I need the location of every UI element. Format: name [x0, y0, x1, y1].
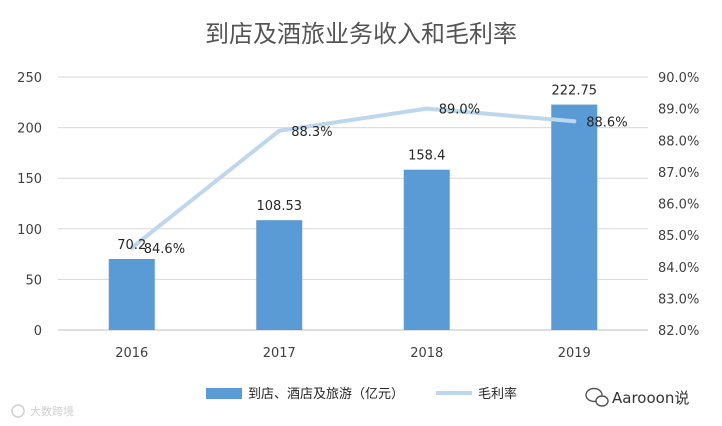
margin-value-label: 88.3%	[291, 125, 332, 140]
y-left-tick-label: 50	[25, 273, 42, 288]
line-point	[129, 245, 134, 250]
line-series	[129, 106, 577, 250]
watermark-left-text: 大数跨境	[30, 404, 74, 418]
x-tick-label: 2017	[263, 346, 296, 361]
legend-bar-swatch	[206, 388, 242, 399]
bar-value-label: 222.75	[552, 84, 598, 99]
bar	[551, 104, 598, 331]
margin-line	[129, 106, 577, 250]
x-tick-label: 2019	[558, 346, 591, 361]
y-right-tick-label: 88.0%	[658, 134, 699, 149]
x-tick-label: 2018	[410, 346, 443, 361]
bar-series	[108, 104, 598, 331]
y-left-tick-label: 250	[17, 71, 42, 86]
x-tick-label: 2016	[115, 346, 148, 361]
data-labels: 70.2 108.53 158.4 222.75 84.6% 88.3% 89.0% 88.6…	[117, 84, 627, 257]
bar	[256, 220, 303, 330]
y-right-tick-label: 82.0%	[658, 324, 699, 339]
y-left-tick-label: 0	[34, 324, 42, 339]
watermark-right-text: Aarooon说	[612, 389, 689, 407]
y-left-tick-label: 150	[17, 172, 42, 187]
left-axis: 0 50 100 150 200 250	[17, 71, 42, 339]
y-right-tick-label: 85.0%	[658, 229, 699, 244]
line-point	[572, 119, 577, 124]
right-axis: 82.0% 83.0% 84.0% 85.0% 86.0% 87.0% 88.0% 89.0%…	[658, 71, 699, 339]
x-axis: 2016 2017 2018 2019	[115, 346, 591, 361]
line-point	[277, 128, 282, 133]
y-right-tick-label: 87.0%	[658, 166, 699, 181]
bar-value-label: 108.53	[257, 199, 303, 214]
y-right-tick-label: 83.0%	[658, 292, 699, 307]
y-right-tick-label: 84.0%	[658, 261, 699, 276]
watermark-logo-icon	[11, 404, 25, 418]
line-point	[424, 106, 429, 111]
margin-value-label: 88.6%	[586, 115, 627, 130]
margin-value-label: 89.0%	[439, 103, 480, 118]
margin-value-label: 84.6%	[144, 242, 185, 257]
watermark-left: 大数跨境	[11, 404, 74, 418]
bar	[108, 258, 155, 330]
y-right-tick-label: 90.0%	[658, 71, 699, 86]
y-right-tick-label: 89.0%	[658, 103, 699, 118]
legend-bar-label: 到店、酒店及旅游（亿元）	[248, 387, 404, 402]
chart-title: 到店及酒旅业务收入和毛利率	[205, 20, 517, 48]
bar-value-label: 158.4	[408, 149, 445, 164]
bar	[403, 169, 450, 330]
legend: 到店、酒店及旅游（亿元） 毛利率	[206, 386, 517, 402]
y-right-tick-label: 86.0%	[658, 198, 699, 213]
y-left-tick-label: 100	[17, 223, 42, 238]
legend-line-label: 毛利率	[478, 386, 517, 402]
bar-value-label: 70.2	[117, 238, 146, 253]
wechat-icon	[585, 387, 609, 407]
y-left-tick-label: 200	[17, 122, 42, 137]
watermark-right: Aarooon说	[585, 387, 689, 407]
